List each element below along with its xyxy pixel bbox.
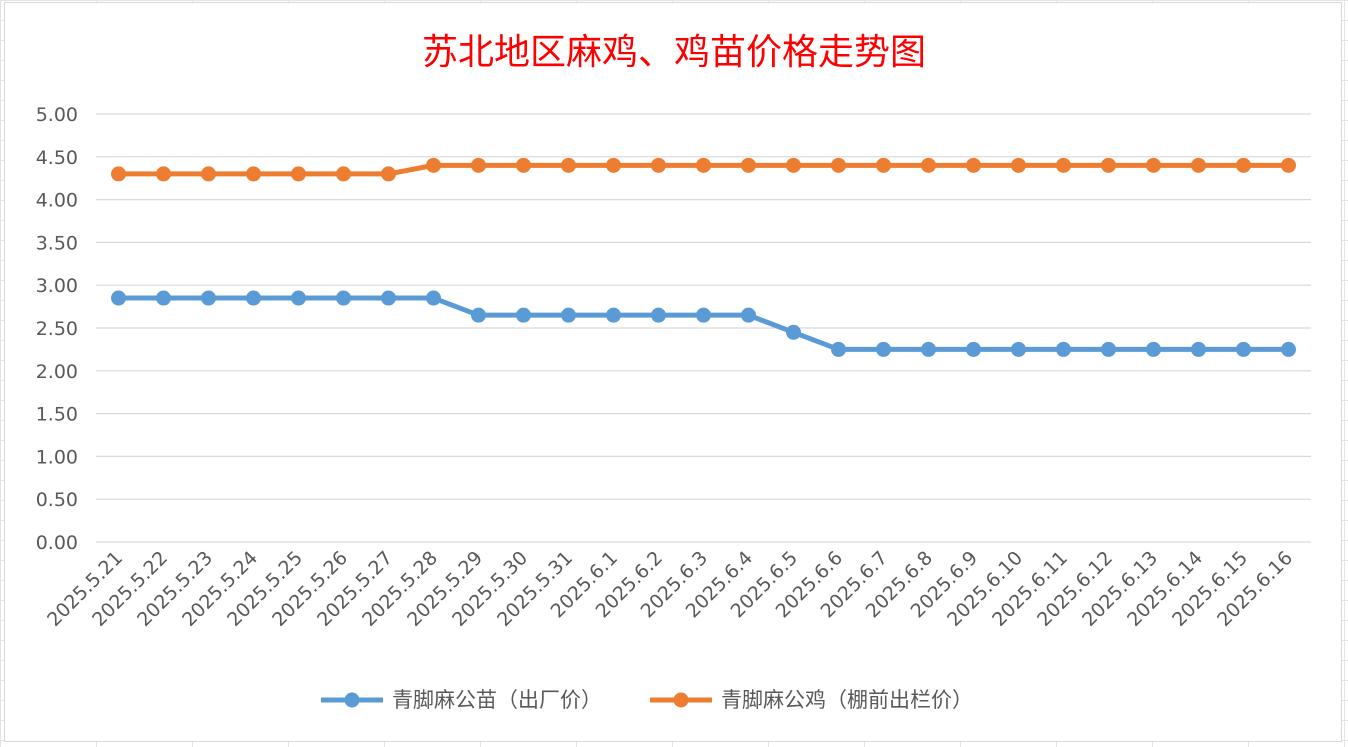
data-point[interactable] xyxy=(1056,157,1071,173)
data-point[interactable] xyxy=(606,307,621,323)
data-point[interactable] xyxy=(741,157,756,173)
data-point[interactable] xyxy=(201,290,216,306)
data-point[interactable] xyxy=(426,157,441,173)
data-point[interactable] xyxy=(831,157,846,173)
data-point[interactable] xyxy=(921,341,936,357)
data-point[interactable] xyxy=(606,157,621,173)
data-point[interactable] xyxy=(1101,341,1116,357)
data-point[interactable] xyxy=(246,166,261,182)
gridlines xyxy=(96,113,1311,543)
line-chart: 苏北地区麻鸡、鸡苗价格走势图 0.00 0.50 1.00 1.50 2.00 2.50 3… xyxy=(36,32,1311,712)
y-tick-label: 2.50 xyxy=(36,318,78,340)
legend-entry-2[interactable]: 青脚麻公鸡（棚前出栏价） xyxy=(650,688,973,712)
legend-label: 青脚麻公鸡（棚前出栏价） xyxy=(721,688,973,712)
series-1 xyxy=(111,290,1296,357)
y-tick-label: 1.00 xyxy=(36,446,78,468)
data-point[interactable] xyxy=(201,166,216,182)
data-point[interactable] xyxy=(336,290,351,306)
data-point[interactable] xyxy=(156,290,171,306)
legend-label: 青脚麻公苗（出厂价） xyxy=(392,688,602,712)
data-point[interactable] xyxy=(651,157,666,173)
y-tick-label: 1.50 xyxy=(36,404,78,426)
data-series xyxy=(111,157,1296,357)
data-point[interactable] xyxy=(651,307,666,323)
legend-marker xyxy=(673,692,689,708)
data-point[interactable] xyxy=(741,307,756,323)
data-point[interactable] xyxy=(1236,341,1251,357)
y-axis-tick-labels: 0.00 0.50 1.00 1.50 2.00 2.50 3.00 3.50 4.00 4.50… xyxy=(36,104,78,554)
chart-title: 苏北地区麻鸡、鸡苗价格走势图 xyxy=(422,32,926,73)
data-point[interactable] xyxy=(1191,157,1206,173)
data-point[interactable] xyxy=(966,157,981,173)
data-point[interactable] xyxy=(876,341,891,357)
legend-entry-1[interactable]: 青脚麻公苗（出厂价） xyxy=(321,688,602,712)
series-2 xyxy=(111,157,1296,182)
data-point[interactable] xyxy=(1101,157,1116,173)
data-point[interactable] xyxy=(1191,341,1206,357)
data-point[interactable] xyxy=(561,157,576,173)
y-tick-label: 3.00 xyxy=(36,275,78,297)
data-point[interactable] xyxy=(1146,341,1161,357)
data-point[interactable] xyxy=(966,341,981,357)
data-point[interactable] xyxy=(561,307,576,323)
data-point[interactable] xyxy=(516,307,531,323)
data-point[interactable] xyxy=(426,290,441,306)
data-point[interactable] xyxy=(696,307,711,323)
data-point[interactable] xyxy=(291,166,306,182)
y-tick-label: 3.50 xyxy=(36,232,78,254)
data-point[interactable] xyxy=(1056,341,1071,357)
data-point[interactable] xyxy=(1146,157,1161,173)
legend-marker xyxy=(344,692,360,708)
data-point[interactable] xyxy=(1281,157,1296,173)
x-axis-tick-labels: 2025.5.212025.5.222025.5.232025.5.242025… xyxy=(43,547,1297,631)
data-point[interactable] xyxy=(786,324,801,340)
data-point[interactable] xyxy=(156,166,171,182)
y-tick-label: 2.00 xyxy=(36,361,78,383)
data-point[interactable] xyxy=(471,307,486,323)
y-tick-label: 4.50 xyxy=(36,147,78,169)
data-point[interactable] xyxy=(516,157,531,173)
data-point[interactable] xyxy=(111,290,126,306)
data-point[interactable] xyxy=(246,290,261,306)
data-point[interactable] xyxy=(291,290,306,306)
chart-area[interactable]: 苏北地区麻鸡、鸡苗价格走势图 0.00 0.50 1.00 1.50 2.00 2.50 3… xyxy=(4,2,1342,742)
data-point[interactable] xyxy=(1011,157,1026,173)
data-point[interactable] xyxy=(921,157,936,173)
data-point[interactable] xyxy=(876,157,891,173)
data-point[interactable] xyxy=(381,166,396,182)
y-tick-label: 0.50 xyxy=(36,489,78,511)
data-point[interactable] xyxy=(1236,157,1251,173)
data-point[interactable] xyxy=(471,157,486,173)
series-line xyxy=(116,295,1291,352)
data-point[interactable] xyxy=(336,166,351,182)
data-point[interactable] xyxy=(831,341,846,357)
y-tick-label: 4.00 xyxy=(36,190,78,212)
legend: 青脚麻公苗（出厂价） 青脚麻公鸡（棚前出栏价） xyxy=(321,688,973,712)
data-point[interactable] xyxy=(786,157,801,173)
y-tick-label: 0.00 xyxy=(36,532,78,554)
data-point[interactable] xyxy=(1011,341,1026,357)
data-point[interactable] xyxy=(111,166,126,182)
data-point[interactable] xyxy=(696,157,711,173)
data-point[interactable] xyxy=(381,290,396,306)
y-tick-label: 5.00 xyxy=(36,104,78,126)
data-point[interactable] xyxy=(1281,341,1296,357)
